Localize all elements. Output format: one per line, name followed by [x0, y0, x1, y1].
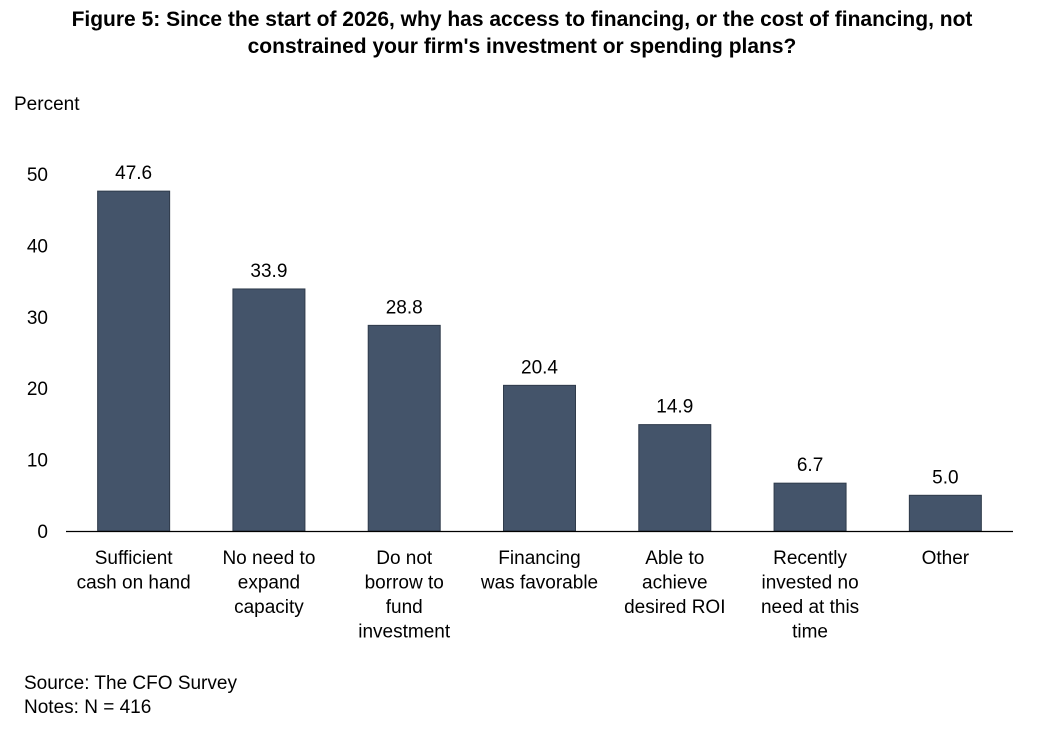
- x-tick-label: Recently invested no need at this time: [761, 548, 859, 643]
- x-tick-label: Other: [922, 548, 970, 569]
- bar: [232, 288, 306, 532]
- bar: [908, 494, 982, 532]
- y-tick-label: 10: [27, 451, 48, 472]
- data-label: 20.4: [521, 357, 558, 378]
- y-tick-label: 40: [27, 236, 48, 257]
- y-tick-label: 0: [37, 522, 48, 543]
- data-label: 33.9: [250, 261, 287, 282]
- chart-title-line-1: Figure 5: Since the start of 2026, why h…: [71, 8, 973, 31]
- x-tick-label: Sufficient cash on hand: [77, 548, 191, 594]
- data-label: 6.7: [797, 455, 823, 476]
- chart-title-line-2: constrained your firm's investment or sp…: [247, 35, 797, 58]
- y-axis-ticks: 0 10 20 30 40 50: [27, 165, 48, 543]
- data-label: 14.9: [656, 397, 693, 418]
- y-tick-label: 50: [27, 165, 48, 186]
- bar: [503, 384, 576, 532]
- x-axis-labels: Sufficient cash on hand No need to expand ca…: [77, 548, 970, 643]
- x-tick-label: Financing was favorable: [480, 548, 598, 594]
- y-tick-label: 30: [27, 308, 48, 329]
- bar: [638, 424, 712, 532]
- source-note: Source: The CFO Survey: [24, 673, 237, 694]
- chart-title: Figure 5: Since the start of 2026, why h…: [0, 6, 1044, 60]
- y-axis-label: Percent: [14, 94, 80, 115]
- y-tick-label: 20: [27, 379, 48, 400]
- data-label: 47.6: [115, 163, 152, 184]
- x-tick-label: No need to expand capacity: [222, 548, 315, 618]
- data-label: 5.0: [932, 467, 958, 488]
- bar: [773, 482, 847, 532]
- data-label: 28.8: [386, 297, 423, 318]
- x-tick-label: Able to achieve desired ROI: [624, 548, 725, 618]
- data-labels: 47.6 33.9 28.8 20.4 14.9 6.7 5.0: [115, 163, 958, 488]
- bars: [97, 190, 982, 532]
- bar: [367, 324, 441, 532]
- x-tick-label: Do not borrow to fund investment: [358, 548, 451, 643]
- bar: [97, 190, 171, 532]
- sample-size-note: Notes: N = 416: [24, 697, 152, 718]
